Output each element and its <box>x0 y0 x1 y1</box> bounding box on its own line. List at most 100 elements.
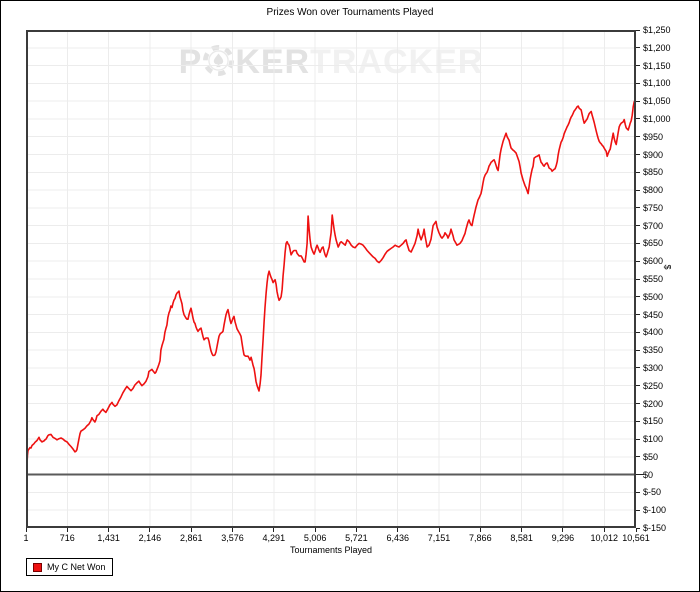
y-tick-mark <box>636 154 640 155</box>
x-tick-label: 8,581 <box>510 533 533 543</box>
y-tick-mark <box>636 527 640 529</box>
legend: My C Net Won <box>26 558 114 576</box>
x-tick-mark <box>355 528 357 532</box>
x-tick-mark <box>232 528 233 532</box>
y-tick-mark <box>636 403 640 404</box>
y-tick-mark <box>636 349 640 351</box>
y-tick-label: $1,050 <box>643 96 671 107</box>
x-tick-mark <box>479 528 481 532</box>
y-tick-mark <box>636 225 640 227</box>
y-tick-label: $650 <box>643 238 664 249</box>
x-tick-label: 716 <box>59 533 75 543</box>
y-tick-mark <box>636 278 640 280</box>
y-tick-label: $1,250 <box>643 25 671 35</box>
y-tick-mark <box>636 367 640 369</box>
y-tick-label: $450 <box>643 309 664 320</box>
y-tick-label: $50 <box>643 451 659 462</box>
y-tick-label: $800 <box>643 185 664 196</box>
x-tick-mark <box>25 528 27 532</box>
y-tick-label: $550 <box>643 274 664 284</box>
y-tick-mark <box>636 242 640 244</box>
y-tick-label: $600 <box>643 256 664 267</box>
x-tick-mark <box>149 528 151 532</box>
y-tick-mark <box>636 331 640 333</box>
y-tick-label: $-100 <box>643 505 667 516</box>
legend-series-label: My C Net Won <box>47 561 106 572</box>
x-tick-mark <box>635 528 637 532</box>
y-tick-label: $150 <box>643 416 664 427</box>
y-tick-mark <box>636 456 640 458</box>
y-tick-mark <box>636 100 640 102</box>
y-axis-title: $ <box>662 264 673 270</box>
x-tick-mark <box>314 528 316 532</box>
y-tick-label: $0 <box>643 469 654 480</box>
y-tick-mark <box>636 65 640 67</box>
x-tick-mark <box>562 528 564 532</box>
y-tick-mark <box>636 420 640 422</box>
chart-title: Prizes Won over Tournaments Played <box>266 7 434 18</box>
y-tick-label: $-150 <box>643 523 667 533</box>
y-tick-mark <box>636 82 640 84</box>
x-tick-mark <box>521 528 523 532</box>
x-tick-label: 7,866 <box>469 533 492 543</box>
plot-border <box>26 30 636 528</box>
x-tick-mark <box>108 528 110 532</box>
y-tick-label: $250 <box>643 380 664 391</box>
y-tick-mark <box>636 118 640 120</box>
x-tick-mark <box>397 528 399 532</box>
y-tick-label: $1,000 <box>643 113 671 124</box>
x-tick-label: 9,296 <box>551 533 575 543</box>
x-tick-label: 3,576 <box>221 533 244 543</box>
y-tick-label: $750 <box>643 202 664 213</box>
y-tick-mark <box>636 385 640 387</box>
y-tick-label: $1,200 <box>643 42 671 53</box>
x-tick-label: 6,436 <box>386 533 409 543</box>
y-tick-label: $100 <box>643 434 664 445</box>
y-tick-mark <box>636 296 640 298</box>
x-axis-title: Tournaments Played <box>289 545 373 555</box>
legend-series-swatch <box>33 562 42 572</box>
x-tick-mark <box>438 528 440 532</box>
x-tick-label: 5,006 <box>303 533 327 543</box>
y-tick-label: $850 <box>643 167 664 178</box>
y-tick-label: $700 <box>643 220 664 231</box>
y-tick-label: $400 <box>643 327 664 338</box>
plot-area <box>26 30 636 528</box>
y-tick-label: $200 <box>643 398 664 409</box>
y-tick-mark <box>636 491 640 493</box>
x-tick-label: 10,561 <box>622 533 650 543</box>
x-tick-label: 4,291 <box>262 533 286 543</box>
x-tick-label: 5,721 <box>345 533 368 543</box>
y-tick-label: $950 <box>643 131 664 142</box>
y-tick-mark <box>636 136 640 138</box>
y-tick-mark <box>636 438 640 440</box>
x-tick-label: 1 <box>23 533 29 543</box>
x-tick-label: 10,012 <box>590 533 619 543</box>
y-tick-mark <box>636 509 640 511</box>
y-tick-mark <box>636 314 640 316</box>
x-tick-label: 2,861 <box>179 533 203 543</box>
x-tick-mark <box>190 528 192 532</box>
y-tick-mark <box>636 171 640 173</box>
y-tick-mark <box>636 260 640 262</box>
y-tick-label: $1,100 <box>643 78 671 89</box>
x-tick-mark <box>273 528 275 532</box>
y-tick-label: $500 <box>643 291 664 302</box>
x-tick-mark <box>66 528 68 532</box>
y-tick-mark <box>636 474 644 476</box>
y-tick-mark <box>636 47 640 49</box>
x-tick-mark <box>603 528 605 532</box>
chart-canvas <box>26 30 636 528</box>
x-tick-label: 1,431 <box>97 533 120 543</box>
net-won-line <box>26 95 636 476</box>
y-tick-mark <box>636 207 640 209</box>
y-tick-label: $900 <box>643 149 664 160</box>
y-tick-mark <box>636 29 640 31</box>
y-tick-mark <box>636 189 640 191</box>
x-tick-label: 2,146 <box>138 533 162 543</box>
x-tick-label: 7,151 <box>427 533 451 543</box>
y-tick-label: $1,150 <box>643 60 671 71</box>
y-tick-label: $-50 <box>643 487 662 498</box>
y-tick-label: $350 <box>643 345 664 356</box>
